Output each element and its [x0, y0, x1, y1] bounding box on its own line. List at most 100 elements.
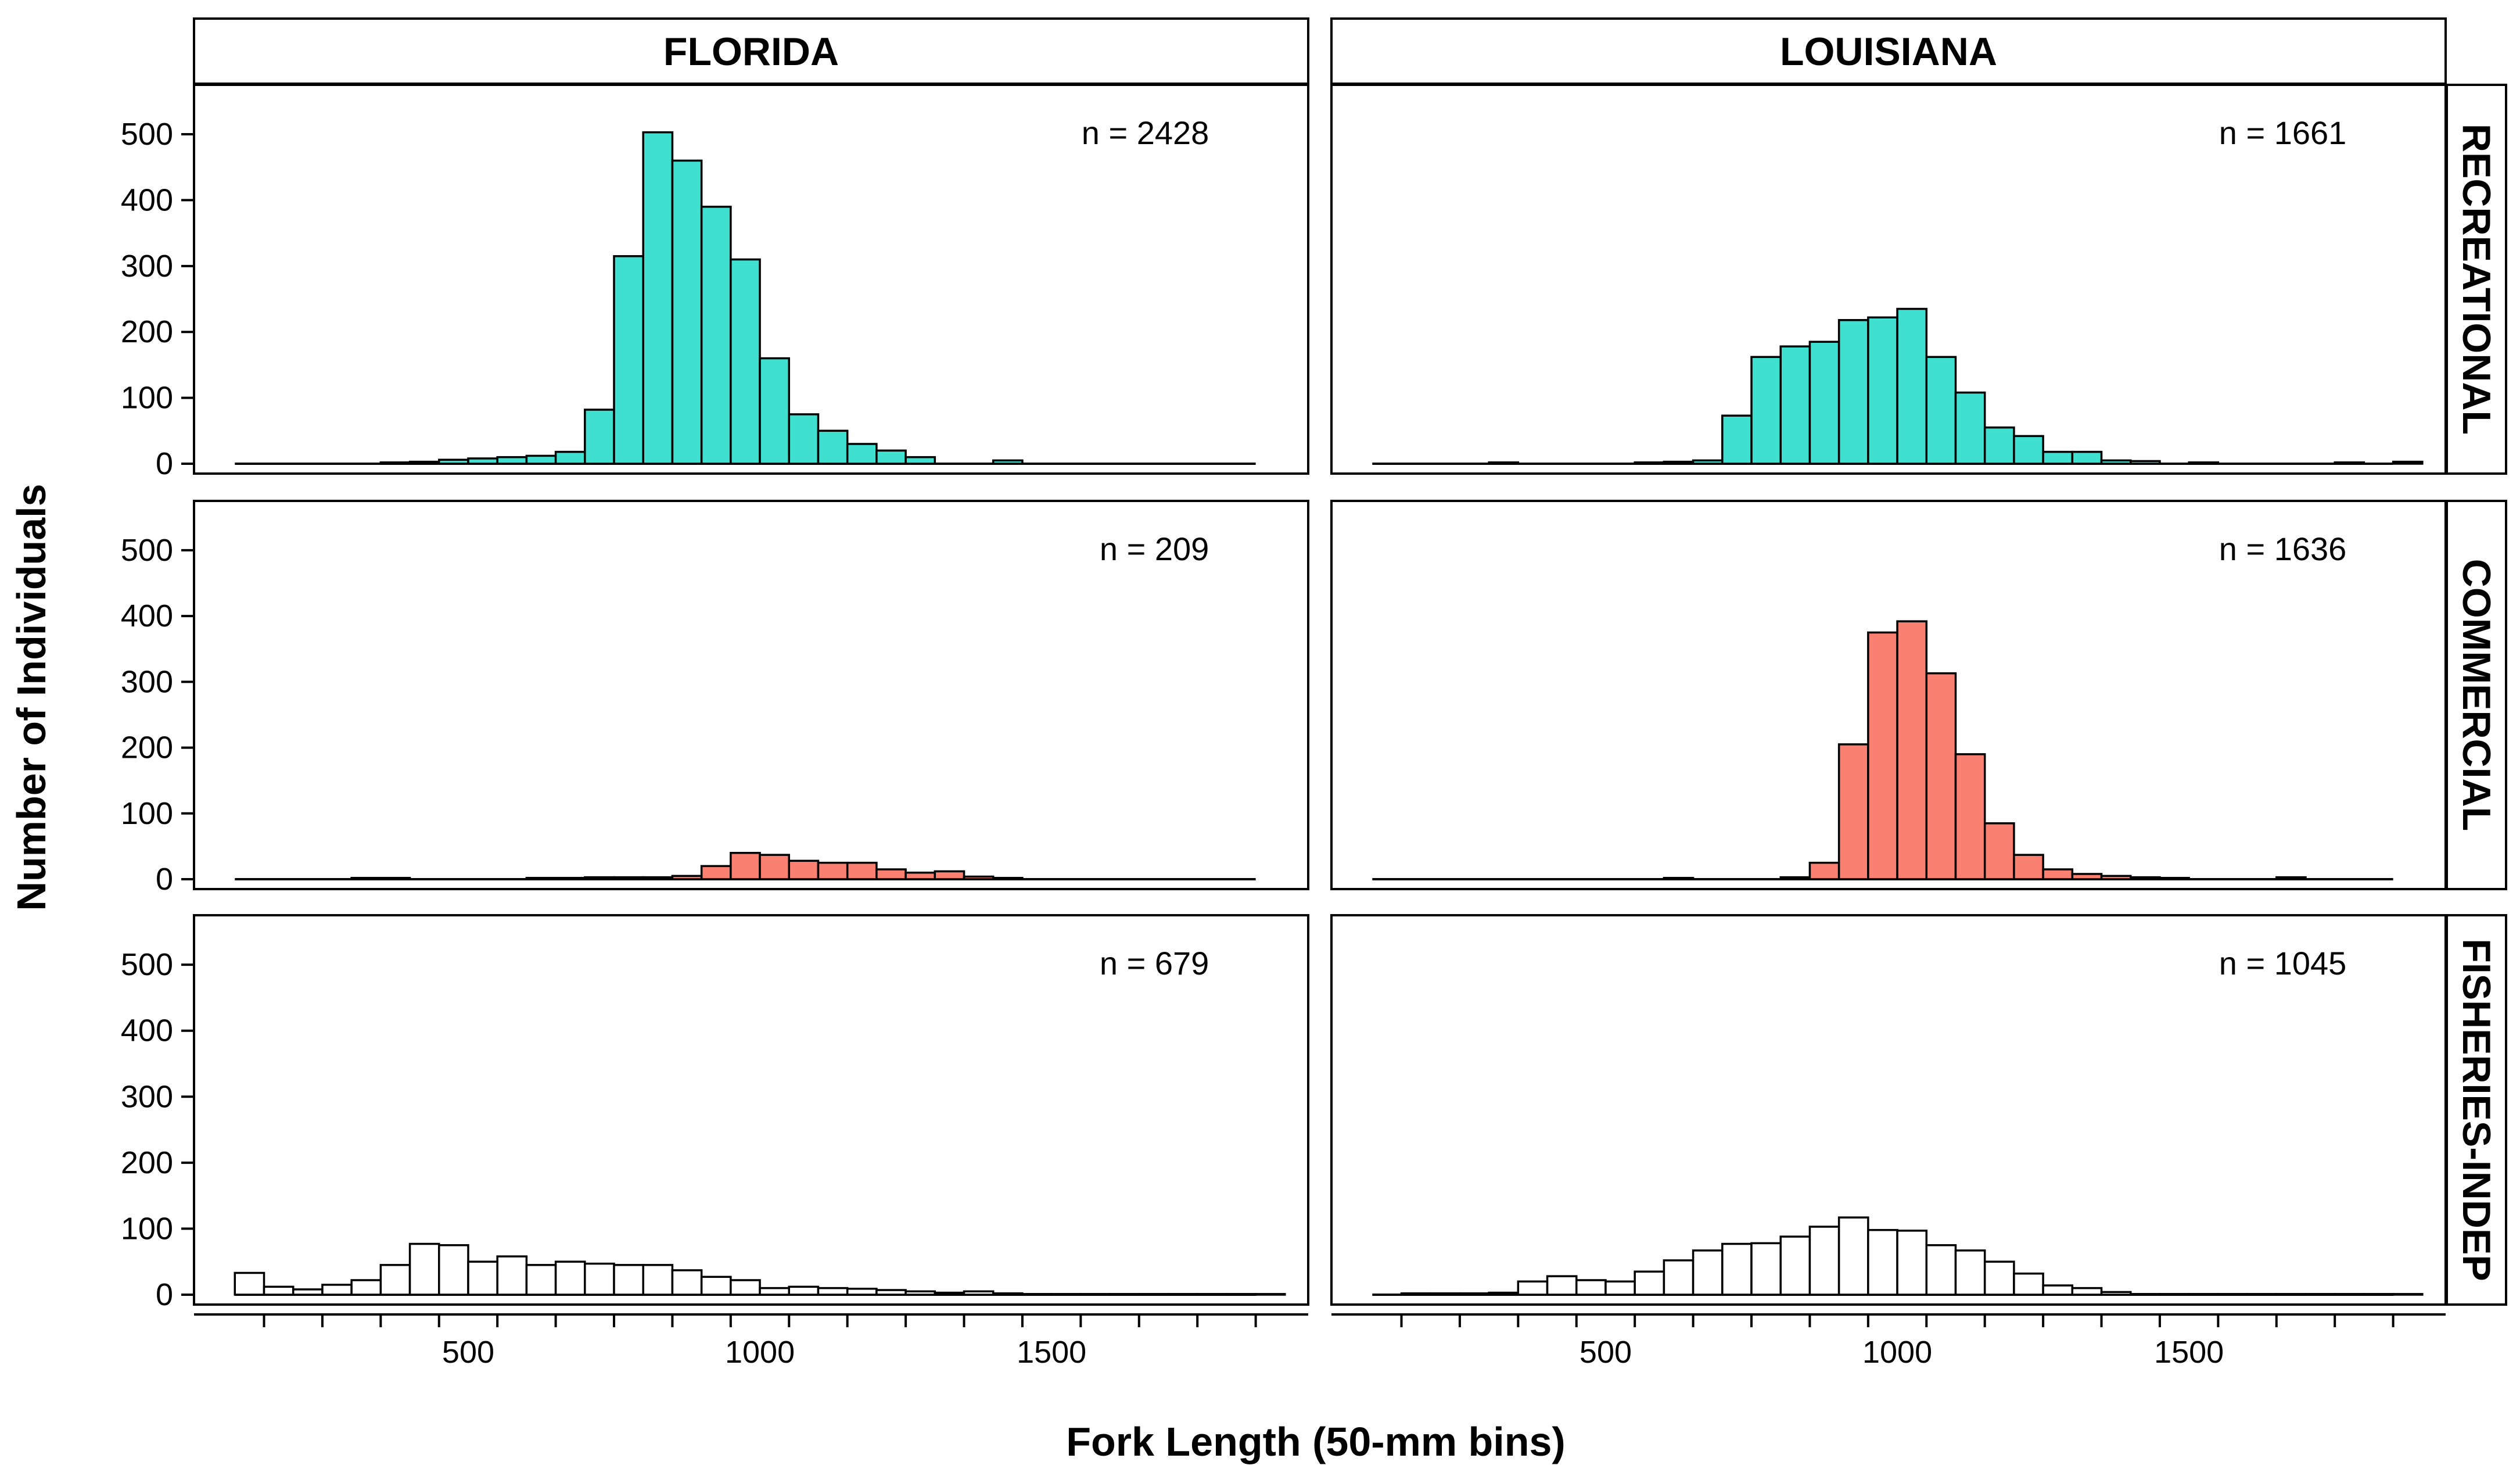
- bar: [1692, 459, 1724, 465]
- bar: [788, 1285, 820, 1296]
- strip-commercial: [2446, 500, 2507, 890]
- bar: [525, 877, 557, 880]
- bar: [992, 877, 1024, 880]
- bar: [2159, 877, 2190, 880]
- histogram-louisiana-fisheries-indep: n = 1045: [1372, 945, 2424, 1296]
- bar: [234, 1271, 265, 1296]
- histogram-florida-recreational: n = 2428: [235, 114, 1256, 465]
- bar: [700, 1276, 732, 1296]
- bar: [1663, 877, 1695, 880]
- bar: [1167, 1293, 1198, 1296]
- bar: [1779, 345, 1811, 465]
- bar: [2188, 1293, 2220, 1296]
- bar: [2363, 1293, 2395, 1296]
- bar: [554, 450, 586, 465]
- bar: [408, 1242, 440, 1296]
- bar: [642, 1264, 674, 1296]
- bar: [642, 876, 674, 880]
- strip-label-fisheries-indep: FISHERIES-INDEP: [2454, 938, 2499, 1281]
- strip-label-recreational: RECREATIONAL: [2454, 124, 2499, 435]
- x-tick-label: 1500: [1017, 1335, 1086, 1370]
- sample-size-label: n = 209: [1100, 531, 1209, 567]
- bar: [963, 875, 995, 880]
- bar: [1459, 1292, 1490, 1296]
- bar: [2188, 461, 2220, 465]
- bar: [875, 868, 907, 880]
- bar: [642, 131, 674, 465]
- bar: [1604, 1280, 1636, 1296]
- bar: [2217, 1293, 2249, 1296]
- bar: [613, 876, 644, 880]
- x-tick-label: 500: [1580, 1335, 1632, 1370]
- bar: [963, 1290, 995, 1296]
- bar: [1225, 1293, 1257, 1296]
- bar: [2013, 854, 2044, 880]
- bar: [671, 159, 703, 465]
- bar: [2275, 876, 2307, 880]
- x-axis-louisiana: 500 1000 1500: [1331, 1313, 2446, 1370]
- bar: [2304, 1293, 2336, 1296]
- bar: [1983, 1260, 2015, 1296]
- y-tick-label: 200: [121, 730, 173, 765]
- bar: [1954, 753, 1986, 880]
- bar: [496, 456, 528, 465]
- x-axis-title: Fork Length (50-mm bins): [1066, 1419, 1565, 1464]
- x-tick-label: 1000: [725, 1335, 795, 1370]
- histogram-florida-commercial: n = 209: [235, 531, 1256, 881]
- bar: [438, 458, 469, 465]
- bar: [408, 460, 440, 465]
- bar: [292, 1288, 324, 1296]
- bar: [1808, 341, 1840, 465]
- y-axis-recreational: 0 100 200 300 400 500: [121, 117, 195, 481]
- bar: [554, 877, 586, 880]
- bar: [1400, 1292, 1432, 1296]
- sample-size-label: n = 1636: [2219, 531, 2347, 567]
- bar: [1254, 1293, 1286, 1296]
- bar: [2100, 875, 2132, 880]
- bar: [1196, 1293, 1228, 1296]
- strip-recreational: [2446, 84, 2507, 475]
- bar: [2129, 460, 2161, 465]
- bar: [1896, 1230, 1928, 1296]
- bar: [1896, 307, 1928, 465]
- sample-size-label: n = 2428: [1082, 114, 1209, 151]
- bar: [1808, 861, 1840, 880]
- bar: [904, 871, 936, 880]
- bar: [1429, 1292, 1461, 1296]
- bar: [1779, 876, 1811, 880]
- bar: [613, 1264, 644, 1296]
- panel-florida-fisheries-indep: [193, 914, 1309, 1306]
- bar: [554, 1260, 586, 1296]
- bar: [992, 459, 1024, 465]
- bar: [904, 1290, 936, 1296]
- bar: [1721, 1242, 1753, 1296]
- y-tick-label: 500: [121, 533, 173, 568]
- bar: [2392, 1293, 2424, 1296]
- y-tick-label: 400: [121, 599, 173, 633]
- y-tick-label: 400: [121, 1013, 173, 1048]
- bar: [904, 456, 936, 465]
- histogram-louisiana-commercial: n = 1636: [1372, 531, 2393, 881]
- y-tick-label: 0: [156, 862, 173, 897]
- sample-size-label: n = 1661: [2219, 114, 2347, 151]
- bar: [496, 1255, 528, 1296]
- bar: [584, 1262, 615, 1296]
- bar: [321, 1284, 353, 1296]
- bar: [846, 443, 878, 465]
- strip-florida: [193, 17, 1309, 85]
- y-axis-fisheries-indep: 0 100 200 300 400 500: [121, 947, 195, 1312]
- bar: [1546, 1275, 1578, 1296]
- bar: [263, 1285, 295, 1296]
- bar: [1925, 672, 1957, 880]
- bar: [1634, 461, 1665, 465]
- bar: [2013, 435, 2044, 465]
- bar: [1779, 1235, 1811, 1296]
- y-tick-label: 200: [121, 314, 173, 349]
- y-tick-label: 300: [121, 1079, 173, 1114]
- bar: [1050, 1293, 1082, 1296]
- y-tick-label: 0: [156, 446, 173, 481]
- bar: [350, 877, 382, 880]
- bar: [759, 854, 791, 880]
- bar: [934, 870, 965, 880]
